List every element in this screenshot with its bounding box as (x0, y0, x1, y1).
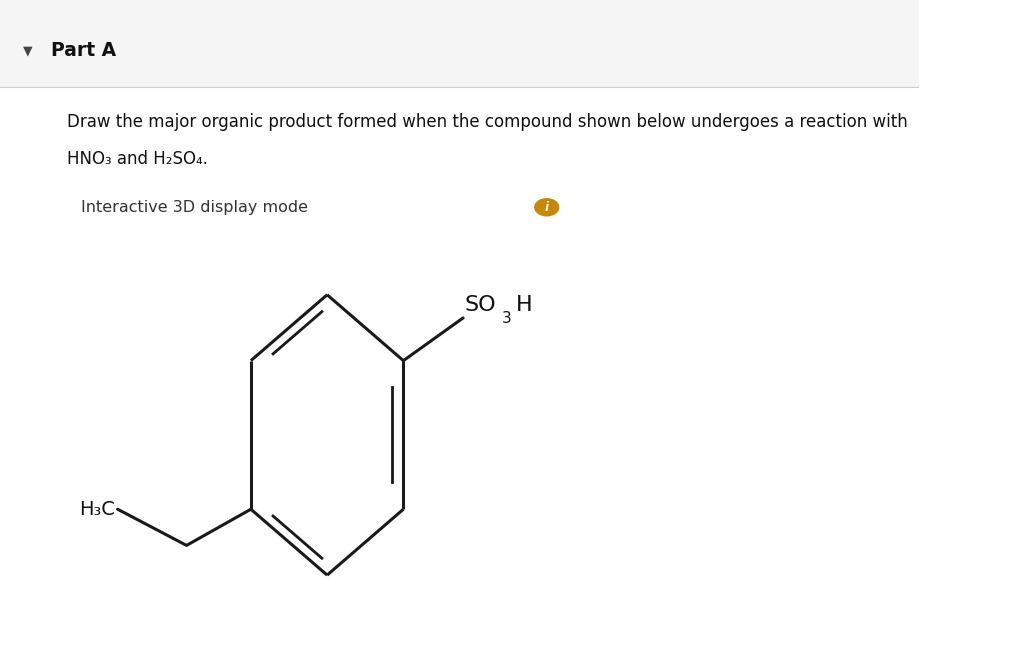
Text: Draw the major organic product formed when the compound shown below undergoes a : Draw the major organic product formed wh… (68, 113, 908, 131)
Text: Interactive 3D display mode: Interactive 3D display mode (81, 200, 308, 215)
Text: i: i (545, 201, 549, 214)
Text: H₃C: H₃C (79, 499, 115, 519)
FancyBboxPatch shape (0, 0, 919, 87)
Text: H: H (515, 295, 532, 315)
Text: ▼: ▼ (23, 44, 33, 57)
Text: HNO₃ and H₂SO₄.: HNO₃ and H₂SO₄. (68, 150, 208, 168)
Circle shape (535, 199, 559, 216)
Text: SO: SO (465, 295, 497, 315)
Text: Part A: Part A (50, 41, 116, 60)
Text: 3: 3 (502, 311, 511, 326)
